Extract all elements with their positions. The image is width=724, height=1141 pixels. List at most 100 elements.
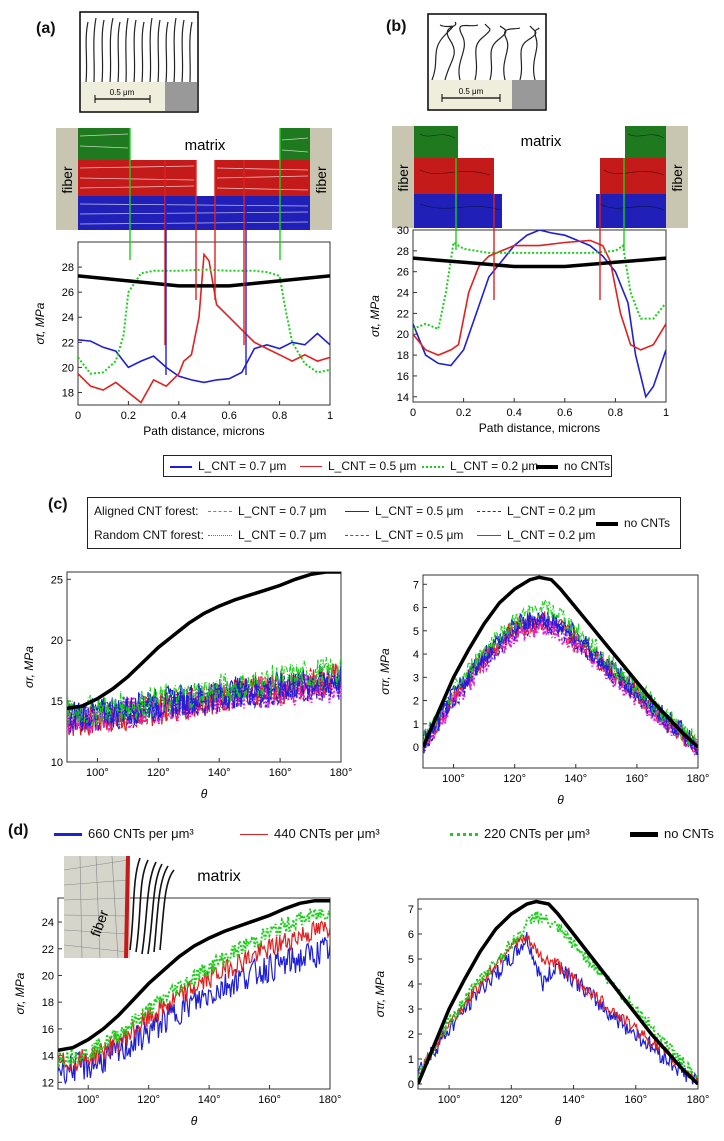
series-line	[58, 920, 330, 1071]
y-tick-label: 22	[42, 944, 54, 956]
series-line	[423, 611, 698, 755]
legend-d-item-2: 220 CNTs per μm³	[450, 826, 590, 841]
y-tick-label: 10	[51, 757, 63, 769]
series-line	[423, 598, 698, 751]
y-tick-label: 14	[42, 1051, 54, 1063]
series-line	[413, 256, 666, 269]
x-tick-label: 1	[663, 407, 669, 419]
chart-d-right: 100° 120° 140° 160° 180° 0 1 2 3 4 5 6 7 θ στr, MPa	[373, 898, 709, 1128]
x-tick-label: 1	[327, 410, 333, 422]
y-tick-label: 12	[42, 1077, 54, 1089]
x-tick-label: 0.6	[557, 407, 572, 419]
series-line	[67, 572, 341, 711]
legend-ab-item-1: L_CNT = 0.5 μm	[300, 459, 416, 473]
series-line	[78, 332, 330, 384]
legend-swatch	[54, 833, 82, 837]
x-tick-label: 160°	[626, 773, 649, 785]
chart-c-right: 100° 120° 140° 160° 180° 0 1 2 3 4 5 6 7 θ στr, MPa	[378, 574, 709, 807]
legend-swatch	[477, 511, 501, 513]
y-tick-label: 14	[397, 392, 409, 404]
plot-frame	[77, 241, 331, 406]
panel-label-c: (c)	[48, 496, 68, 513]
y-tick-label: 26	[62, 287, 74, 299]
y-tick-label: 20	[42, 970, 54, 982]
panel-label-b: (b)	[386, 18, 407, 35]
series-line	[78, 274, 330, 288]
legend-ab-item-2: L_CNT = 0.2 μm	[422, 459, 538, 473]
y-tick-label: 22	[62, 337, 74, 349]
y-axis-label: στr, MPa	[378, 648, 392, 695]
x-tick-label: 0	[410, 407, 416, 419]
y-tick-label: 4	[413, 649, 419, 661]
y-tick-label: 3	[413, 672, 419, 684]
x-axis-label: θ	[191, 1114, 198, 1128]
y-tick-label: 20	[62, 362, 74, 374]
y-tick-label: 6	[408, 929, 414, 941]
fiber-matrix-schematic-a: fiber fiber matrix	[56, 128, 332, 230]
panel-label-d: (d)	[8, 822, 29, 839]
legend-label: L_CNT = 0.2 μm	[507, 504, 596, 518]
legend-c-aligned-1: L_CNT = 0.5 μm	[345, 504, 463, 518]
legend-label: L_CNT = 0.5 μm	[375, 528, 464, 542]
y-tick-label: 0	[413, 742, 419, 754]
x-axis-label: Path distance, microns	[143, 424, 264, 438]
y-tick-label: 1	[413, 719, 419, 731]
fiber-label-a-right: fiber	[313, 166, 329, 194]
series-line	[413, 230, 666, 399]
x-tick-label: 160°	[269, 767, 292, 779]
legend-swatch	[345, 511, 369, 513]
y-tick-label: 16	[397, 371, 409, 383]
x-tick-label: 160°	[624, 1094, 647, 1106]
panel-label-a: (a)	[36, 20, 56, 37]
x-tick-label: 140°	[198, 1094, 221, 1106]
y-tick-label: 20	[51, 635, 63, 647]
legend-swatch	[240, 834, 268, 836]
legend-label: L_CNT = 0.7 μm	[238, 504, 327, 518]
legend-label: L_CNT = 0.7 μm	[198, 459, 287, 473]
legend-swatch	[450, 833, 478, 837]
plot-frame	[66, 571, 342, 763]
y-tick-label: 15	[51, 696, 63, 708]
legend-swatch	[596, 521, 618, 526]
scale-bar-label-a: 0.5 μm	[110, 88, 135, 97]
series-line	[58, 937, 330, 1085]
legend-swatch	[536, 464, 558, 469]
legend-c-random-2: L_CNT = 0.2 μm	[477, 528, 595, 542]
series-line	[423, 575, 698, 749]
y-axis-label: σr, MPa	[22, 646, 36, 688]
plot-frame	[422, 574, 699, 769]
chart-d-left: 100° 120° 140° 160° 180° 12 14 16 18 20 22 24 θ σr, M…	[13, 897, 341, 1128]
legend-swatch	[630, 832, 658, 838]
legend-c-aligned-title: Aligned CNT forest:	[94, 504, 199, 518]
series-line	[67, 669, 341, 733]
legend-c-aligned-0: L_CNT = 0.7 μm	[208, 504, 326, 518]
x-tick-label: 0.6	[222, 410, 237, 422]
y-tick-label: 24	[42, 917, 54, 929]
legend-label: no CNTs	[564, 459, 611, 473]
legend-ab: L_CNT = 0.7 μm L_CNT = 0.5 μm L_CNT = 0.…	[163, 455, 612, 477]
x-tick-label: 0.2	[121, 410, 136, 422]
schematic-a: 0.5 μm	[79, 11, 199, 113]
y-tick-label: 28	[62, 262, 74, 274]
x-tick-label: 120°	[500, 1094, 523, 1106]
x-axis-label: Path distance, microns	[479, 421, 600, 435]
y-tick-label: 20	[397, 329, 409, 341]
y-tick-label: 2	[408, 1029, 414, 1041]
x-tick-label: 120°	[503, 773, 526, 785]
x-tick-label: 140°	[564, 773, 587, 785]
matrix-label-b: matrix	[521, 133, 562, 150]
legend-ab-item-3: no CNTs	[536, 459, 610, 473]
y-tick-label: 24	[397, 288, 409, 300]
legend-label: no CNTs	[664, 826, 714, 841]
y-tick-label: 5	[413, 626, 419, 638]
series-line	[58, 898, 330, 1053]
x-tick-label: 120°	[147, 767, 170, 779]
x-tick-label: 160°	[258, 1094, 281, 1106]
x-tick-label: 120°	[137, 1094, 160, 1106]
y-tick-label: 5	[408, 954, 414, 966]
legend-swatch	[208, 511, 232, 513]
legend-d-item-3: no CNTs	[630, 826, 714, 841]
legend-c-aligned-2: L_CNT = 0.2 μm	[477, 504, 595, 518]
y-tick-label: 7	[413, 579, 419, 591]
